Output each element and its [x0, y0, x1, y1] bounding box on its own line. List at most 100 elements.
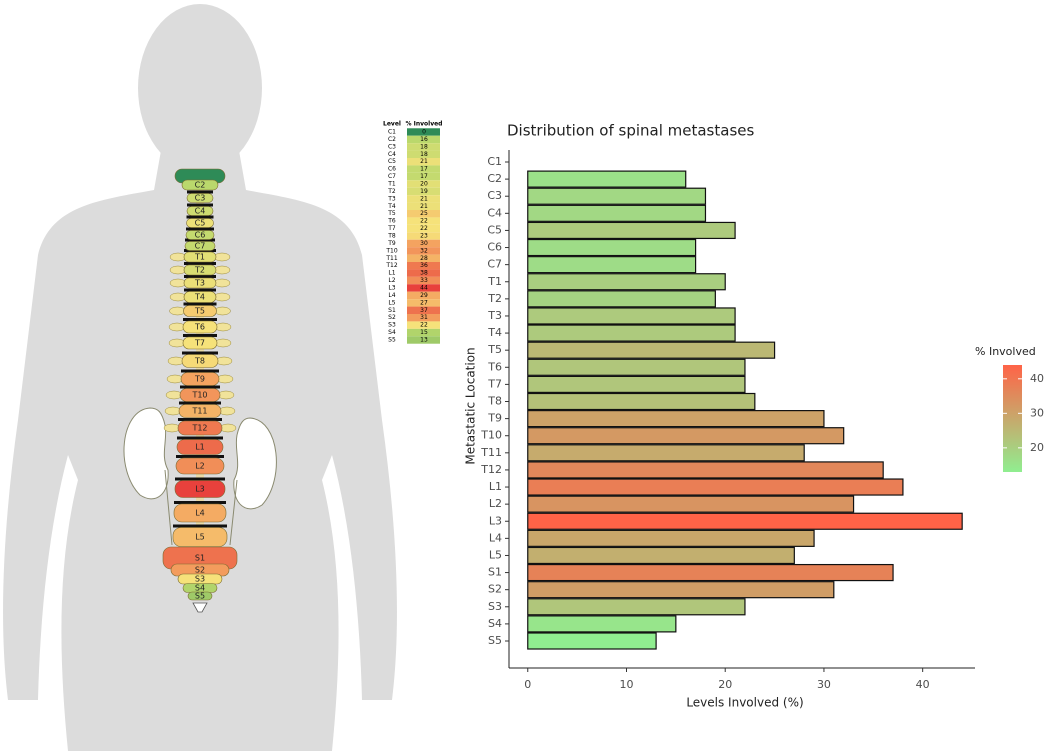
- vertebra-label: T8: [194, 357, 205, 366]
- table-cell: [407, 284, 440, 292]
- rib-head: [214, 306, 231, 316]
- bar: [527, 324, 736, 342]
- y-tick-label: C7: [487, 258, 502, 271]
- bar: [527, 273, 726, 291]
- table-level: C2: [388, 136, 396, 143]
- table-value: 20: [420, 181, 428, 188]
- y-tick-label: S3: [488, 600, 502, 613]
- vertebra-label: T4: [194, 293, 205, 302]
- disc: [177, 436, 223, 440]
- table-level: T2: [387, 188, 396, 195]
- disc: [183, 302, 217, 306]
- table-cell: [407, 247, 440, 255]
- disc: [179, 401, 221, 405]
- bar: [527, 341, 776, 359]
- rib-head: [215, 356, 233, 366]
- colorbar-tick-label: 20: [1030, 441, 1044, 454]
- table-value: 30: [420, 240, 428, 247]
- table-level: L3: [388, 285, 395, 292]
- table-value: 28: [420, 255, 428, 262]
- table-header: Level: [383, 121, 401, 128]
- vertebra: [182, 320, 218, 334]
- rib-head: [213, 292, 231, 302]
- table-level: C1: [388, 129, 396, 136]
- table-value: 13: [420, 337, 428, 344]
- y-tick-label: C3: [487, 189, 502, 202]
- bar: [527, 256, 697, 274]
- rib-head: [168, 338, 186, 348]
- vertebra-label: L4: [195, 509, 205, 518]
- vertebra: [183, 277, 217, 289]
- table-level: T9: [387, 240, 396, 247]
- vertebra: [178, 404, 222, 418]
- bar: [527, 238, 697, 257]
- vertebra-label: L5: [195, 533, 205, 542]
- rib-head: [167, 356, 185, 366]
- disc: [180, 385, 220, 389]
- table-value: 22: [420, 218, 428, 225]
- vertebra: [184, 241, 216, 251]
- table-cell: [407, 135, 440, 144]
- x-tick-label: 20: [718, 678, 732, 691]
- y-tick-label: S4: [488, 617, 502, 630]
- bar: [527, 598, 746, 616]
- y-tick-label: T9: [487, 412, 502, 425]
- disc: [173, 524, 227, 528]
- vertebra-label: S4: [195, 584, 205, 593]
- table-cell: [407, 291, 440, 300]
- rib-head: [213, 278, 231, 288]
- table-cell: [407, 143, 440, 151]
- table-value: 44: [420, 285, 428, 292]
- table-value: 38: [420, 270, 428, 277]
- table-level: T3: [387, 195, 396, 202]
- table-header: % Involved: [406, 121, 443, 128]
- table-level: C6: [388, 166, 396, 173]
- table-level: L5: [388, 299, 395, 306]
- table-level: L4: [388, 292, 395, 299]
- disc: [187, 190, 213, 194]
- table-cell: [407, 187, 440, 196]
- table-value: 37: [420, 307, 428, 314]
- table-value: 16: [420, 136, 428, 143]
- vertebra: [177, 420, 223, 436]
- y-tick-label: T1: [487, 275, 502, 288]
- table-level: S4: [388, 329, 396, 336]
- disc: [185, 238, 215, 242]
- table-value: 18: [420, 143, 428, 150]
- rib-head: [169, 252, 187, 262]
- table-level: S1: [388, 307, 396, 314]
- y-tick-label: C5: [487, 223, 502, 236]
- vertebra-label: C6: [195, 231, 206, 240]
- rib-head: [214, 322, 232, 332]
- rib-head: [219, 423, 237, 433]
- colorbar-tick-label: 40: [1030, 372, 1044, 385]
- table-value: 32: [420, 247, 428, 254]
- table-value: 22: [420, 225, 428, 232]
- table-cell: [407, 210, 440, 218]
- rib-head: [169, 306, 186, 316]
- y-tick-label: T5: [487, 343, 502, 356]
- coccyx: [192, 602, 208, 613]
- table-cell: [407, 254, 440, 262]
- table-level: T10: [385, 247, 397, 254]
- vertebra: [181, 354, 219, 368]
- table-value: 17: [420, 173, 428, 180]
- bar: [527, 512, 963, 530]
- disc: [178, 418, 222, 421]
- y-tick-label: T6: [487, 360, 502, 373]
- y-tick-label: T8: [487, 395, 502, 408]
- vertebra: [183, 264, 217, 276]
- bar: [527, 632, 657, 650]
- table-value: 18: [420, 151, 428, 158]
- vertebra: [174, 480, 226, 498]
- bar: [527, 444, 805, 462]
- y-tick-label: T12: [480, 463, 502, 476]
- table-level: S3: [388, 322, 396, 329]
- vertebra-label: T5: [194, 307, 205, 316]
- disc: [186, 227, 214, 231]
- y-tick-label: C4: [487, 206, 502, 219]
- table-cell: [407, 180, 440, 188]
- bar: [527, 546, 795, 565]
- rib-head: [169, 278, 187, 288]
